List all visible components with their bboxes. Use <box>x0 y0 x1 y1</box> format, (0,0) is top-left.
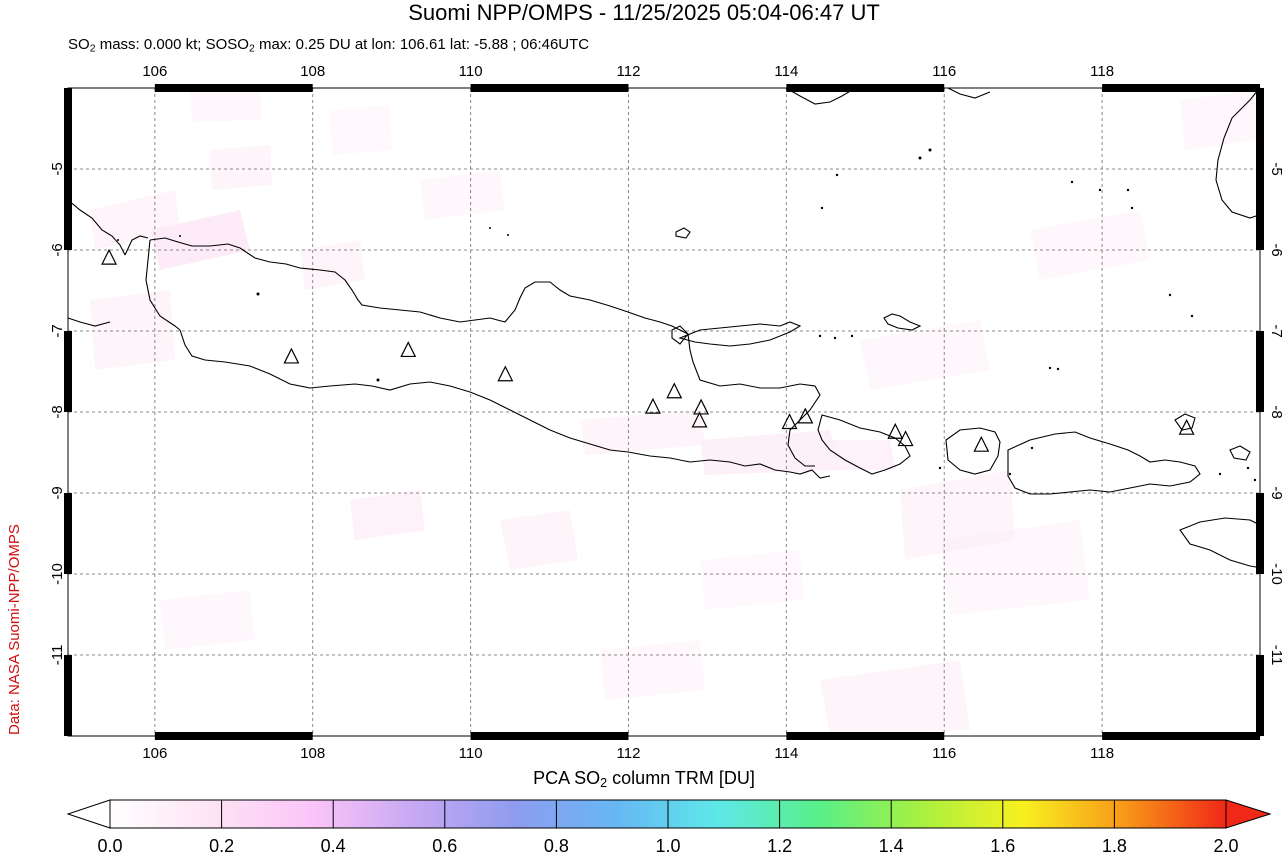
lat-tick-label-left: -11 <box>49 645 66 666</box>
volcano-triangle-icon <box>691 411 708 428</box>
lon-tick-label-bottom: 112 <box>617 745 641 762</box>
volcano-triangle-icon <box>693 398 710 415</box>
colorbar-tick-label: 1.8 <box>1101 836 1127 856</box>
lat-tick-label-right: -5 <box>1268 162 1285 175</box>
frame-bar-right <box>1256 493 1264 574</box>
colorbar <box>66 799 1272 829</box>
colorbar-high-arrow <box>1225 799 1272 829</box>
frame-bar-left <box>64 88 72 169</box>
frame-bar-right <box>1256 331 1264 412</box>
lon-tick-label-bottom: 108 <box>300 745 325 762</box>
lat-tick-label-left: -9 <box>49 486 66 499</box>
colorbar-label: PCA SO2 column TRM [DU] <box>533 768 755 791</box>
colorbar-tick-label: 0.4 <box>320 836 346 856</box>
volcano-triangle-icon <box>283 347 300 364</box>
volcano-triangle-icon <box>781 413 798 430</box>
lon-tick-label-top: 114 <box>774 63 798 80</box>
lat-tick-label-left: -6 <box>49 243 66 256</box>
volcano-triangle-icon <box>897 430 914 447</box>
volcano-triangle-icon <box>887 422 904 439</box>
frame-bar-left <box>64 655 72 736</box>
lat-tick-label-right: -8 <box>1268 405 1285 418</box>
frame-bar-bottom <box>470 732 629 740</box>
frame-bar-bottom <box>154 732 313 740</box>
frame-bar-top <box>1102 84 1260 92</box>
lat-tick-label-right: -10 <box>1268 563 1285 585</box>
volcano-triangle-icon <box>973 435 990 452</box>
lon-tick-label-bottom: 110 <box>459 745 483 762</box>
so2-pixels <box>90 88 1258 735</box>
lat-tick-labels-left: -5 -6 -7 -8 -9 -10 -11 <box>49 162 66 665</box>
small-islets <box>117 148 1257 482</box>
volcano-markers <box>101 248 1195 452</box>
frame-bar-top <box>154 84 313 92</box>
frame-bar-bottom <box>786 732 945 740</box>
lon-tick-label-top: 116 <box>932 63 956 80</box>
lon-tick-label-top: 106 <box>142 63 167 80</box>
volcano-triangle-icon <box>797 407 814 424</box>
volcano-triangle-icon <box>101 248 118 265</box>
colorbar-tick-label: 1.0 <box>655 836 681 856</box>
colorbar-tick-label: 0.0 <box>97 836 123 856</box>
lon-tick-label-bottom: 118 <box>1090 745 1114 762</box>
volcano-triangle-icon <box>666 382 683 399</box>
colorbar-tick-label: 1.2 <box>767 836 793 856</box>
lon-tick-label-bottom: 106 <box>142 745 167 762</box>
volcano-triangle-icon <box>1178 418 1195 435</box>
lat-tick-label-left: -8 <box>49 405 66 418</box>
lat-tick-label-right: -9 <box>1268 486 1285 499</box>
frame-bar-right <box>1256 655 1264 736</box>
lon-tick-label-top: 112 <box>617 63 641 80</box>
lon-tick-label-bottom: 114 <box>774 745 798 762</box>
map-subtitle: SO2 mass: 0.000 kt; SOSO2 max: 0.25 DU a… <box>68 36 590 55</box>
colorbar-tick-label: 1.6 <box>990 836 1016 856</box>
lat-tick-label-right: -11 <box>1268 645 1285 666</box>
frame-bar-right <box>1256 169 1264 250</box>
lat-gridlines <box>68 168 1260 656</box>
lat-tick-label-right: -6 <box>1268 243 1285 256</box>
lat-tick-label-right: -7 <box>1268 324 1285 337</box>
frame-bar-left <box>64 331 72 412</box>
colorbar-tick-label: 1.4 <box>878 836 904 856</box>
lat-tick-label-left: -7 <box>49 324 66 337</box>
colorbar-low-arrow <box>66 799 111 829</box>
colorbar-tick-label: 0.6 <box>432 836 458 856</box>
map-title: Suomi NPP/OMPS - 11/25/2025 05:04-06:47 … <box>408 0 880 25</box>
lon-tick-labels-top: 106 108 110 112 114 116 118 <box>142 63 1114 80</box>
colorbar-tick-label: 2.0 <box>1213 836 1239 856</box>
lon-tick-label-top: 108 <box>300 63 325 80</box>
frame-bar-right <box>1256 88 1264 169</box>
volcano-triangle-icon <box>497 365 514 382</box>
lat-tick-label-left: -5 <box>49 162 66 175</box>
colorbar-tick-label: 0.2 <box>209 836 235 856</box>
lon-tick-labels-bottom: 106 108 110 112 114 116 118 <box>142 745 1114 762</box>
lat-tick-labels-right: -5 -6 -7 -8 -9 -10 -11 <box>1268 162 1285 665</box>
lon-tick-label-bottom: 116 <box>932 745 956 762</box>
volcano-triangle-icon <box>644 397 661 414</box>
frame-bar-bottom <box>1102 732 1260 740</box>
frame-bar-top <box>786 84 945 92</box>
colorbar-tick-label: 0.8 <box>543 836 569 856</box>
lon-tick-label-top: 110 <box>459 63 483 80</box>
frame-bar-left <box>64 169 72 250</box>
map-frame <box>64 84 1264 740</box>
frame-bar-top <box>470 84 629 92</box>
lon-tick-label-top: 118 <box>1090 63 1114 80</box>
lat-tick-label-left: -10 <box>49 563 66 585</box>
volcano-triangle-icon <box>400 341 417 358</box>
frame-bar-left <box>64 493 72 574</box>
